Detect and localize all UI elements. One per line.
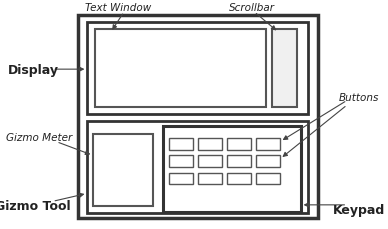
FancyBboxPatch shape <box>169 173 193 184</box>
Text: Text Window: Text Window <box>85 3 151 13</box>
FancyBboxPatch shape <box>163 126 301 212</box>
FancyBboxPatch shape <box>198 173 222 184</box>
FancyBboxPatch shape <box>95 30 266 108</box>
FancyBboxPatch shape <box>93 134 153 206</box>
FancyBboxPatch shape <box>227 173 251 184</box>
FancyBboxPatch shape <box>198 156 222 167</box>
FancyBboxPatch shape <box>87 121 308 213</box>
FancyBboxPatch shape <box>169 156 193 167</box>
Text: Display: Display <box>7 63 59 76</box>
FancyBboxPatch shape <box>87 23 308 115</box>
Text: Gizmo Meter: Gizmo Meter <box>6 132 72 142</box>
Text: Keypad: Keypad <box>333 203 385 216</box>
Text: Buttons: Buttons <box>339 92 379 102</box>
FancyBboxPatch shape <box>169 139 193 150</box>
FancyBboxPatch shape <box>272 30 297 108</box>
FancyBboxPatch shape <box>256 139 280 150</box>
Text: Gizmo Tool: Gizmo Tool <box>0 200 71 213</box>
FancyBboxPatch shape <box>227 156 251 167</box>
FancyBboxPatch shape <box>198 139 222 150</box>
FancyBboxPatch shape <box>256 156 280 167</box>
FancyBboxPatch shape <box>256 173 280 184</box>
FancyBboxPatch shape <box>78 16 318 218</box>
Text: Scrollbar: Scrollbar <box>229 3 275 13</box>
FancyBboxPatch shape <box>227 139 251 150</box>
